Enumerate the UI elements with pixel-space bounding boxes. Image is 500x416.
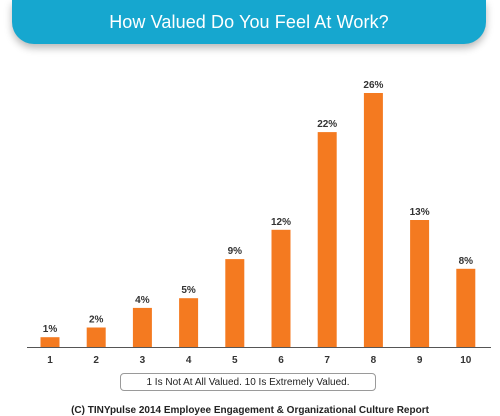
x-tick-label-2: 2 [93, 355, 99, 366]
x-tick-label-5: 5 [232, 355, 238, 366]
bar-9 [410, 220, 430, 347]
bar-1 [40, 337, 60, 347]
scale-note: 1 Is Not At All Valued. 10 Is Extremely … [146, 376, 350, 388]
chart-title: How Valued Do You Feel At Work? [109, 11, 389, 32]
bar-3 [132, 307, 152, 347]
source-footer: (C) TINYpulse 2014 Employee Engagement &… [71, 405, 429, 416]
bar-value-label-8: 26% [363, 80, 383, 91]
x-tick-label-9: 9 [417, 355, 423, 366]
x-tick-label-1: 1 [47, 355, 53, 366]
bar-value-label-5: 9% [228, 246, 243, 257]
bar-5 [225, 259, 245, 347]
bar-value-label-7: 22% [317, 119, 337, 130]
x-tick-label-8: 8 [371, 355, 377, 366]
bar-value-label-9: 13% [410, 207, 430, 218]
bar-value-label-10: 8% [459, 256, 474, 267]
x-tick-label-7: 7 [324, 355, 330, 366]
x-tick-label-3: 3 [140, 355, 146, 366]
bar-10 [456, 268, 476, 347]
bar-value-label-2: 2% [89, 315, 104, 326]
x-tick-label-10: 10 [460, 355, 472, 366]
bar-4 [179, 298, 199, 347]
bar-value-label-3: 4% [135, 295, 150, 306]
bar-value-label-4: 5% [181, 285, 196, 296]
x-tick-label-6: 6 [278, 355, 284, 366]
scale-note-box: 1 Is Not At All Valued. 10 Is Extremely … [120, 373, 376, 391]
x-tick-label-4: 4 [186, 355, 192, 366]
bar-2 [86, 327, 106, 347]
bar-8 [363, 93, 383, 347]
bar-value-label-1: 1% [43, 324, 58, 335]
bar-7 [317, 132, 337, 347]
bar-value-label-6: 12% [271, 217, 291, 228]
title-banner: How Valued Do You Feel At Work? [12, 0, 486, 44]
bar-6 [271, 229, 291, 347]
